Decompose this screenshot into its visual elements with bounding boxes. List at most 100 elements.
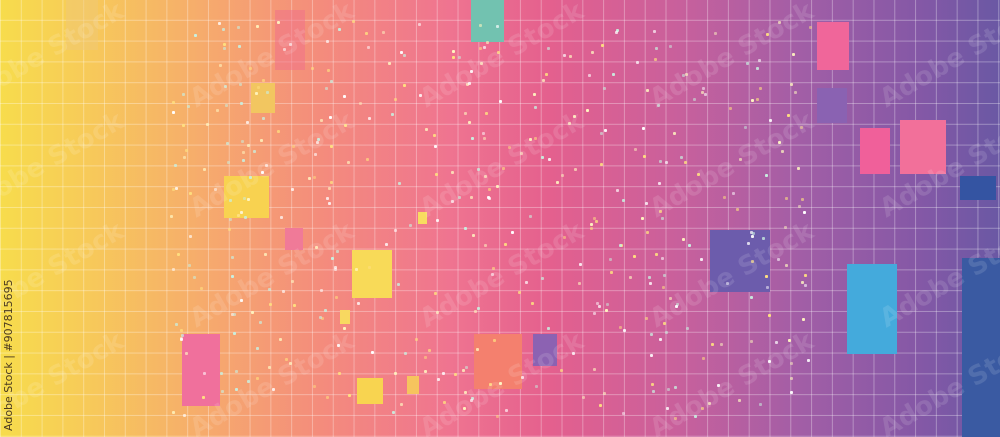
dot: [697, 172, 701, 176]
dot: [220, 390, 224, 394]
dot: [692, 97, 696, 101]
dot: [312, 384, 316, 388]
dot: [409, 224, 413, 228]
dot: [601, 43, 605, 47]
square: [900, 120, 946, 174]
dot: [645, 230, 649, 234]
dot: [800, 198, 804, 202]
square: [474, 334, 522, 389]
dot: [585, 109, 589, 113]
dot: [681, 73, 685, 77]
dot: [809, 25, 813, 29]
dot: [482, 137, 486, 141]
dot: [187, 263, 191, 267]
dot: [231, 274, 235, 278]
dot: [803, 274, 807, 278]
dot: [673, 385, 677, 389]
dot: [597, 305, 601, 309]
dot: [484, 175, 488, 179]
dot: [220, 371, 224, 375]
dot: [268, 366, 272, 370]
dot: [486, 40, 490, 44]
dot: [483, 244, 487, 248]
dot: [288, 42, 292, 46]
dot: [464, 366, 468, 370]
dot: [289, 362, 293, 366]
square: [357, 378, 383, 404]
dot: [172, 110, 176, 114]
dot: [541, 79, 545, 83]
dot: [291, 187, 295, 191]
dot: [177, 253, 181, 257]
dot: [246, 144, 250, 148]
dot: [189, 192, 193, 196]
dot: [777, 141, 781, 145]
dot: [504, 242, 508, 246]
dot: [280, 215, 284, 219]
dot: [384, 242, 388, 246]
dot: [325, 86, 329, 90]
dot: [487, 195, 491, 199]
dot: [268, 302, 272, 306]
dot: [751, 234, 755, 238]
dot: [432, 133, 436, 137]
dot: [232, 312, 236, 316]
dot: [620, 243, 624, 247]
dot: [471, 234, 475, 238]
dot: [390, 112, 394, 116]
dot: [482, 131, 486, 135]
dot: [355, 267, 359, 271]
dot: [215, 108, 219, 112]
dot: [186, 105, 190, 109]
dot: [592, 367, 596, 371]
dot: [684, 161, 688, 165]
dot: [463, 406, 467, 410]
dot: [329, 144, 333, 148]
dot: [400, 50, 404, 54]
dot: [765, 274, 769, 278]
dot: [669, 297, 673, 301]
dot: [243, 196, 247, 200]
square: [224, 176, 269, 218]
dot: [253, 150, 257, 154]
dot: [799, 125, 803, 129]
dot: [179, 336, 183, 340]
dot: [367, 46, 371, 50]
dot: [777, 20, 781, 24]
dot: [262, 78, 266, 82]
dot: [467, 120, 471, 124]
dot: [775, 341, 779, 345]
square: [817, 88, 847, 123]
dot: [572, 352, 576, 356]
dot: [666, 387, 670, 391]
dot: [642, 155, 646, 159]
dot: [231, 313, 234, 317]
dot: [789, 377, 793, 381]
dot: [450, 199, 454, 203]
dot: [493, 339, 497, 343]
dot: [478, 23, 482, 27]
dot: [194, 34, 198, 38]
dot: [175, 322, 179, 326]
dot: [658, 160, 662, 164]
dot: [785, 263, 789, 267]
dot: [172, 411, 176, 415]
dot: [789, 390, 793, 394]
dot: [534, 106, 538, 110]
dot: [669, 44, 673, 48]
dot: [462, 368, 465, 372]
dot: [217, 22, 221, 26]
dot: [759, 87, 763, 91]
dot: [578, 262, 582, 266]
dot: [398, 181, 402, 185]
dot: [749, 231, 753, 235]
square: [352, 250, 392, 298]
dot: [174, 163, 178, 167]
dot: [784, 225, 788, 229]
dot: [792, 53, 796, 57]
dot: [664, 160, 668, 164]
square: [962, 258, 1000, 437]
dot: [701, 91, 705, 95]
dot: [400, 403, 403, 407]
dot: [257, 85, 261, 89]
